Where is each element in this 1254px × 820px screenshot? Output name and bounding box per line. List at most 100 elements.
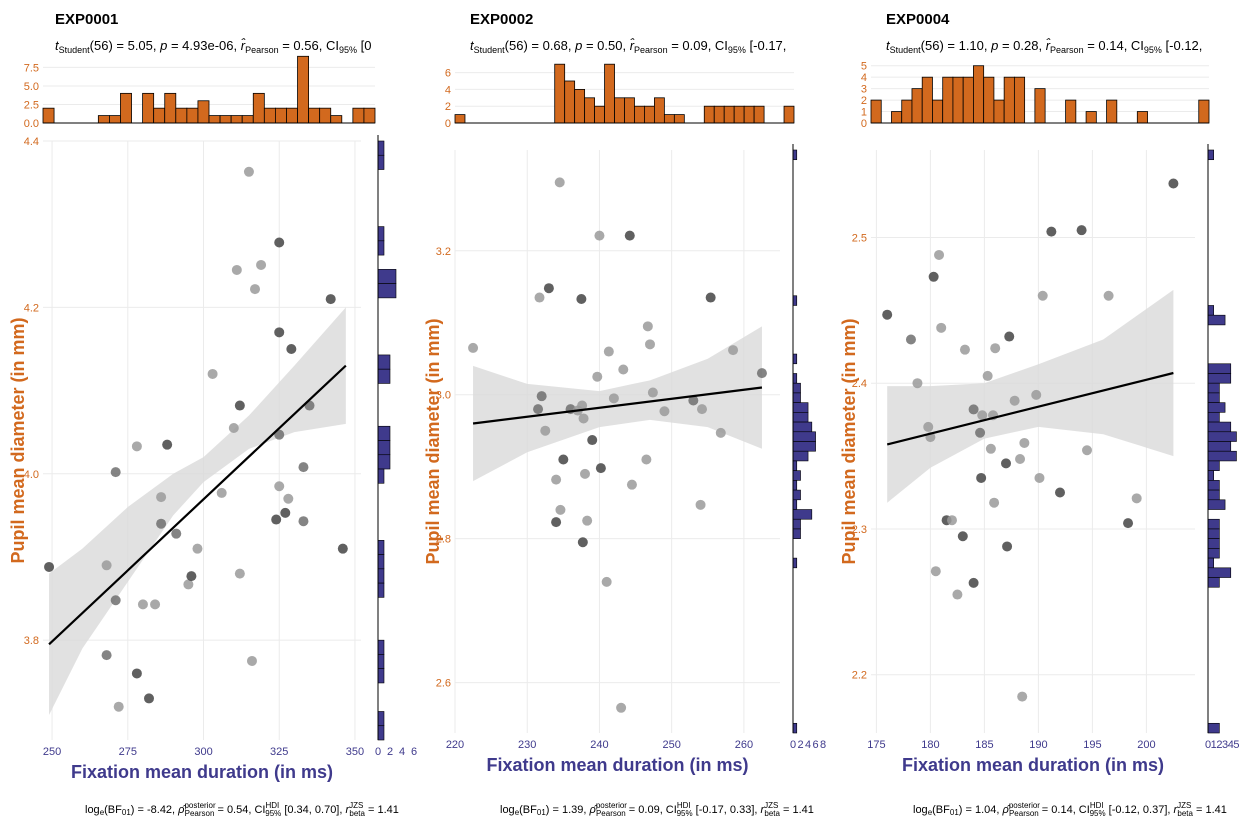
data-point — [1017, 691, 1028, 702]
hist-bar — [1106, 99, 1118, 124]
hist-bar — [594, 105, 605, 124]
top-histogram: 0 2 4 6 — [445, 63, 795, 130]
data-point — [183, 579, 194, 590]
hist-bar — [584, 97, 595, 124]
hist-bar — [377, 354, 391, 370]
data-point — [246, 655, 257, 666]
data-point — [577, 400, 588, 411]
hist-bar — [870, 99, 882, 124]
data-point — [131, 668, 142, 679]
data-point — [150, 599, 161, 610]
hist-bar — [1207, 402, 1226, 413]
data-point — [905, 334, 916, 345]
hist-bar — [792, 528, 801, 539]
hist-tick-label: 0 — [861, 118, 867, 130]
data-point — [131, 441, 142, 452]
hist-bar — [962, 76, 974, 124]
hist-tick-label: 6 — [445, 68, 451, 80]
y-axis-label: Pupil mean diameter (in mm) — [423, 318, 443, 564]
hist-bar — [377, 226, 385, 242]
panel-caption: loge(BF01) = 1.39, ρ̂posterior Pearson = … — [500, 801, 814, 818]
hist-bar — [792, 402, 809, 413]
hist-bar — [208, 115, 221, 124]
data-point — [936, 322, 947, 333]
x-tick-label: 175 — [867, 739, 885, 751]
hist-bar — [932, 99, 944, 124]
y-tick-label: 4.4 — [24, 136, 39, 148]
x-tick-label: 230 — [518, 739, 536, 751]
data-point — [534, 292, 545, 303]
hist-bar — [1207, 421, 1232, 433]
y-tick-label: 3.0 — [436, 390, 451, 402]
x-tick-label: 300 — [194, 746, 212, 758]
plot-grid — [871, 150, 1195, 733]
hist-bar — [377, 668, 385, 684]
x-tick-label: 195 — [1083, 739, 1101, 751]
data-point — [616, 702, 627, 713]
hist-bar — [792, 722, 798, 734]
hist-bar — [1207, 577, 1220, 588]
hist-bar — [377, 639, 385, 655]
data-point — [536, 391, 547, 402]
data-point — [1015, 453, 1026, 464]
hist-bar — [1136, 111, 1148, 124]
data-point — [186, 571, 197, 582]
confidence-band — [473, 326, 762, 482]
data-point — [1002, 541, 1013, 552]
x-tick-label: 350 — [346, 746, 364, 758]
data-point — [274, 481, 285, 492]
hist-bar — [1207, 489, 1220, 501]
data-point — [1131, 493, 1142, 504]
hist-bar — [377, 711, 385, 727]
hist-bar — [1207, 149, 1214, 161]
x-tick-label: 250 — [43, 746, 61, 758]
hist-bar — [1207, 480, 1220, 491]
hist-tick-label: 3 — [861, 84, 867, 96]
data-point — [231, 264, 242, 275]
data-point — [1123, 518, 1134, 529]
hist-bar — [263, 107, 276, 124]
data-point — [756, 368, 767, 379]
x-tick-label: 275 — [119, 746, 137, 758]
hist-bar — [1207, 412, 1220, 423]
hist-bar — [42, 107, 55, 124]
y-tick-label: 2.6 — [436, 678, 451, 690]
data-point — [274, 237, 285, 248]
hist-bar — [377, 654, 385, 669]
x-axis-label: Fixation mean duration (in ms) — [902, 755, 1164, 775]
data-point — [110, 595, 121, 606]
hist-bar — [891, 111, 903, 124]
data-point — [144, 693, 154, 704]
hist-bar — [792, 557, 798, 569]
hist-bar — [614, 97, 625, 124]
data-point — [1046, 226, 1057, 237]
hist-bar — [792, 450, 809, 462]
panel-caption: loge(BF01) = 1.04, ρ̂posterior Pearson = … — [913, 801, 1227, 818]
data-point — [1037, 290, 1048, 301]
hist-bar — [783, 105, 795, 124]
hist-bar — [1207, 450, 1237, 462]
hist-tick-label: 7.5 — [24, 62, 39, 74]
hist-bar — [377, 283, 397, 299]
x-tick-label: 250 — [662, 739, 680, 751]
data-point — [594, 230, 605, 241]
hist-bar — [377, 725, 385, 741]
hist-bar — [792, 509, 813, 520]
hist-bar — [901, 99, 913, 124]
panel-title: EXP0002 — [470, 11, 533, 28]
hist-tick-label: 3 — [1222, 739, 1228, 751]
data-point — [137, 599, 148, 610]
data-point — [728, 345, 739, 356]
data-point — [44, 561, 55, 572]
data-point — [171, 528, 182, 539]
y-tick-label: 4.0 — [24, 469, 39, 481]
data-point — [286, 343, 297, 354]
x-tick-label: 180 — [921, 739, 939, 751]
panel-exp0001: EXP0001 tStudent(56) = 5.05, p = 4.93e-06… — [8, 11, 417, 818]
hist-bar — [1065, 99, 1077, 124]
data-point — [934, 249, 945, 260]
hist-bar — [252, 92, 265, 124]
panel-exp0004: EXP0004 tStudent(56) = 1.10, p = 0.28, r̂… — [839, 11, 1240, 818]
